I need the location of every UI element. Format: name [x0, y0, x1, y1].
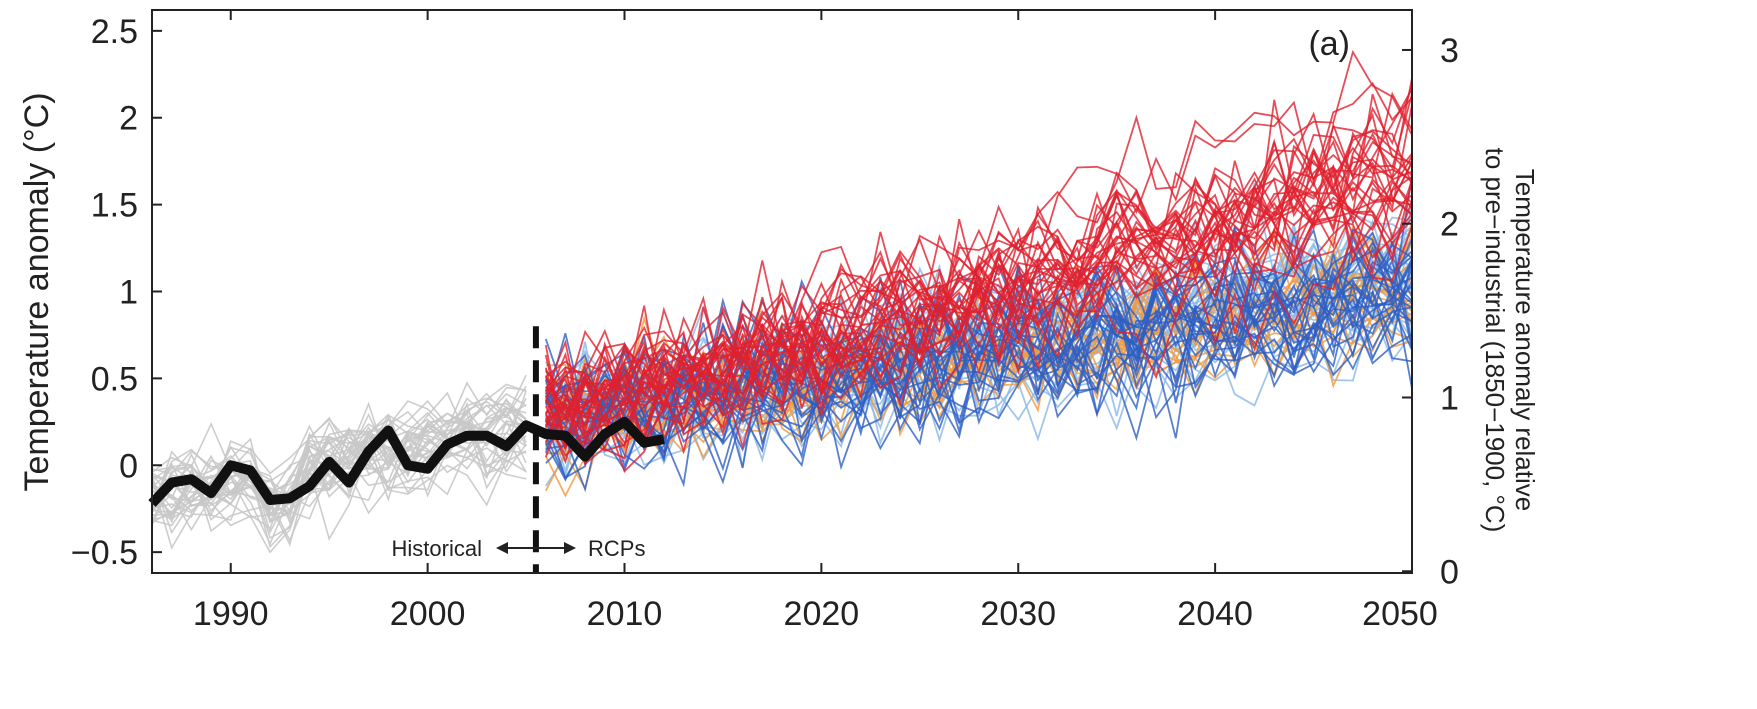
right-tick-label: 3: [1440, 32, 1459, 70]
observations-line: [148, 416, 665, 507]
y-tick-label: 2.5: [91, 13, 138, 51]
ensemble-line-historical: [151, 418, 527, 521]
observations-series-line: [148, 416, 665, 507]
annotation-historical: Historical: [392, 536, 482, 561]
right-tick-label: 1: [1440, 379, 1459, 417]
ensemble-line-rcp85: [545, 112, 1413, 436]
right-tick-label: 2: [1440, 206, 1459, 244]
right-axis-label-line2: to pre−industrial (1850−1900, °C): [1480, 148, 1510, 533]
ensemble-line-rcp85: [545, 161, 1413, 445]
y-tick-label: 2: [119, 100, 138, 138]
x-tick-label: 2030: [980, 595, 1056, 633]
ensemble-line-rcp26: [545, 262, 1413, 467]
ensemble-line-rcp85: [545, 49, 1413, 395]
ensemble-line-rcp85: [545, 78, 1413, 442]
ensemble-line-historical: [151, 381, 527, 509]
x-tick-label: 1990: [193, 595, 269, 633]
x-tick-label: 2010: [587, 595, 663, 633]
x-tick-label: 2020: [784, 595, 860, 633]
ensemble-line-rcp85: [545, 200, 1413, 452]
ensemble-line-rcp26: [545, 277, 1413, 460]
x-tick-label: 2040: [1177, 595, 1253, 633]
ensemble-line-rcp85: [544, 176, 1413, 441]
y-axis-label: Temperature anomaly (°C): [18, 92, 56, 491]
ensemble-line-rcp85: [544, 134, 1413, 450]
y-tick-label: 0: [119, 447, 138, 485]
annotation-rcps: RCPs: [588, 536, 645, 561]
y-tick-label: 1: [119, 274, 138, 312]
axis-ticks: 1990 2000 2010 2020 2030 2040 2050 −0.5 0 0.5 1 1.5…: [71, 10, 1459, 633]
panel-label: (a): [1308, 25, 1350, 63]
y-tick-label: 0.5: [91, 360, 138, 398]
ensemble-line-rcp85: [545, 205, 1413, 473]
ensemble-line-historical: [151, 398, 527, 524]
ensemble-line-rcp85: [544, 178, 1413, 426]
y-tick-label: −0.5: [71, 534, 138, 572]
right-tick-label: 0: [1440, 553, 1459, 591]
y-tick-label: 1.5: [91, 187, 138, 225]
annotation-double-arrow: [496, 542, 576, 554]
ensemble-line-historical: [151, 385, 527, 521]
ensemble-line-rcp85: [544, 111, 1413, 448]
ensemble-line-historical: [151, 447, 527, 547]
x-tick-label: 2050: [1362, 595, 1438, 633]
x-tick-label: 2000: [390, 595, 466, 633]
ensemble-line-rcp85: [544, 177, 1413, 464]
ensemble-line-rcp85: [544, 144, 1413, 452]
ensemble-line-rcp85: [544, 170, 1413, 455]
ensemble-line-historical: [151, 429, 527, 540]
right-axis-label-line1: Temperature anomaly relative: [1510, 169, 1540, 512]
